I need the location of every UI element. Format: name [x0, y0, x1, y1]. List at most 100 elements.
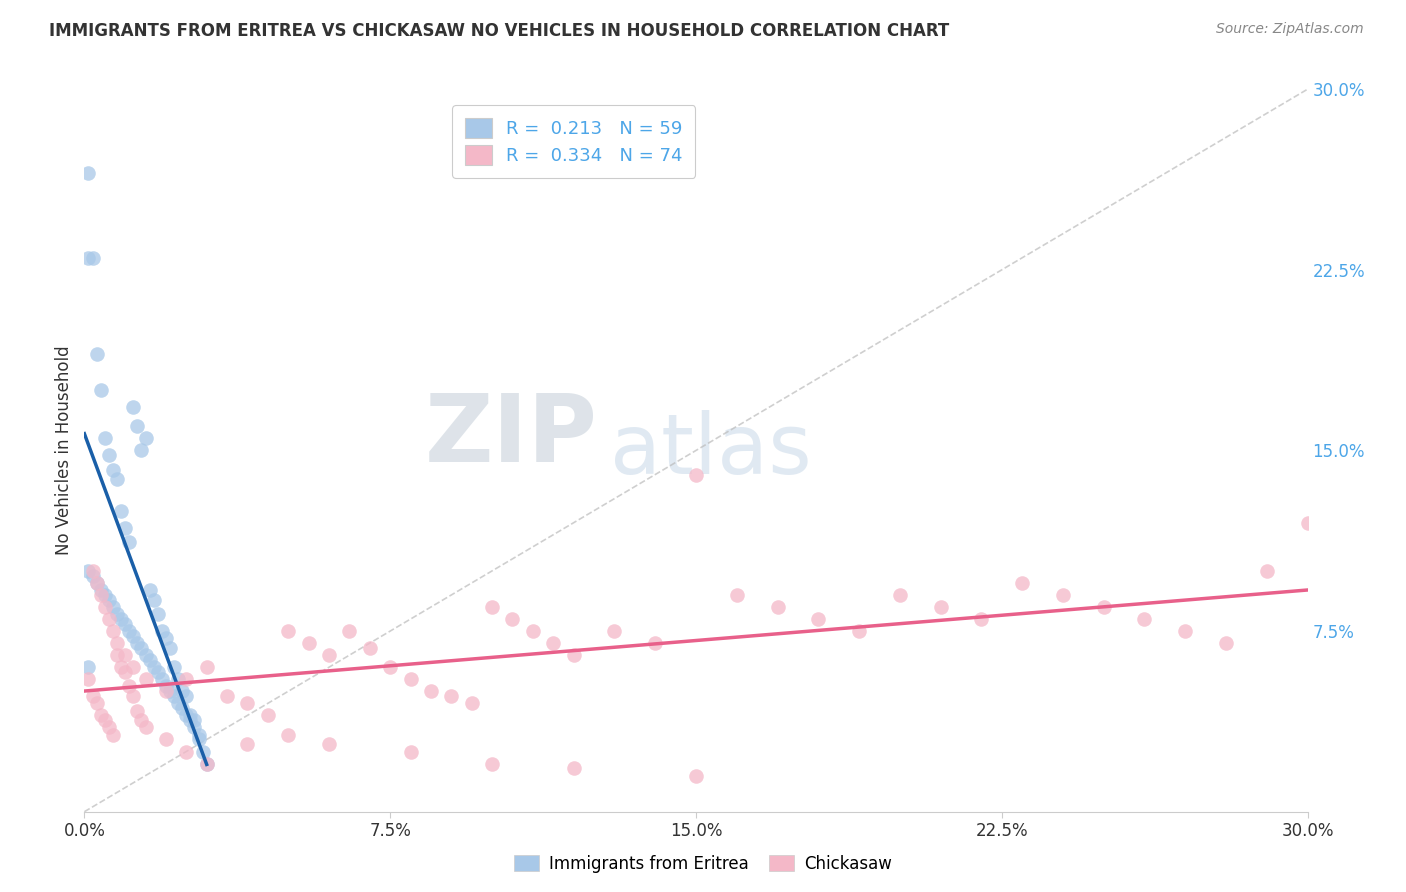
Point — [82, 568, 104, 582]
Point — [146, 665, 169, 679]
Point — [86, 696, 108, 710]
Point — [970, 612, 993, 626]
Point — [159, 684, 181, 698]
Point — [122, 629, 145, 643]
Point — [502, 612, 524, 626]
Point — [359, 640, 381, 655]
Point — [163, 689, 186, 703]
Point — [172, 684, 194, 698]
Point — [183, 721, 205, 735]
Point — [101, 728, 124, 742]
Point — [685, 467, 707, 482]
Point — [135, 648, 157, 662]
Point — [150, 624, 173, 639]
Point — [172, 701, 194, 715]
Point — [155, 680, 177, 694]
Point — [127, 636, 149, 650]
Point — [93, 431, 115, 445]
Point — [77, 673, 100, 687]
Point — [399, 744, 422, 758]
Point — [236, 696, 259, 710]
Point — [118, 535, 141, 549]
Point — [929, 599, 952, 614]
Point — [195, 756, 218, 771]
Point — [1215, 636, 1237, 650]
Point — [90, 708, 112, 723]
Point — [195, 660, 218, 674]
Point — [101, 463, 124, 477]
Point — [644, 636, 666, 650]
Point — [105, 607, 128, 622]
Legend: R =  0.213   N = 59, R =  0.334   N = 74: R = 0.213 N = 59, R = 0.334 N = 74 — [451, 105, 696, 178]
Point — [150, 673, 173, 687]
Point — [191, 744, 214, 758]
Point — [685, 769, 707, 783]
Point — [138, 583, 160, 598]
Point — [122, 400, 145, 414]
Point — [1052, 588, 1074, 602]
Point — [135, 673, 157, 687]
Point — [399, 673, 422, 687]
Point — [562, 648, 585, 662]
Point — [420, 684, 443, 698]
Point — [1092, 599, 1115, 614]
Point — [179, 713, 201, 727]
Point — [481, 756, 503, 771]
Point — [174, 708, 197, 723]
Point — [277, 624, 299, 639]
Point — [131, 443, 153, 458]
Point — [135, 431, 157, 445]
Point — [163, 660, 186, 674]
Point — [1011, 576, 1033, 591]
Point — [97, 721, 120, 735]
Point — [127, 419, 149, 434]
Point — [155, 632, 177, 646]
Text: Source: ZipAtlas.com: Source: ZipAtlas.com — [1216, 22, 1364, 37]
Point — [174, 673, 197, 687]
Point — [110, 503, 132, 517]
Point — [82, 251, 104, 265]
Point — [889, 588, 911, 602]
Point — [543, 636, 565, 650]
Point — [118, 624, 141, 639]
Point — [114, 648, 136, 662]
Point — [105, 636, 128, 650]
Point — [440, 689, 463, 703]
Point — [146, 607, 169, 622]
Point — [86, 576, 108, 591]
Point — [138, 653, 160, 667]
Point — [766, 599, 789, 614]
Point — [90, 384, 112, 398]
Point — [1256, 564, 1278, 578]
Point — [725, 588, 748, 602]
Point — [159, 640, 181, 655]
Point — [167, 673, 190, 687]
Point — [86, 576, 108, 591]
Point — [90, 588, 112, 602]
Point — [522, 624, 544, 639]
Point — [101, 599, 124, 614]
Point — [1296, 516, 1319, 530]
Point — [257, 708, 280, 723]
Point — [179, 708, 201, 723]
Point — [114, 520, 136, 534]
Point — [461, 696, 484, 710]
Legend: Immigrants from Eritrea, Chickasaw: Immigrants from Eritrea, Chickasaw — [508, 848, 898, 880]
Point — [93, 713, 115, 727]
Point — [318, 737, 340, 751]
Point — [122, 660, 145, 674]
Point — [142, 660, 165, 674]
Point — [481, 599, 503, 614]
Point — [318, 648, 340, 662]
Point — [82, 564, 104, 578]
Point — [187, 732, 209, 747]
Point — [236, 737, 259, 751]
Point — [118, 680, 141, 694]
Point — [155, 684, 177, 698]
Point — [77, 251, 100, 265]
Point — [131, 713, 153, 727]
Point — [110, 612, 132, 626]
Point — [127, 704, 149, 718]
Point — [97, 612, 120, 626]
Point — [90, 583, 112, 598]
